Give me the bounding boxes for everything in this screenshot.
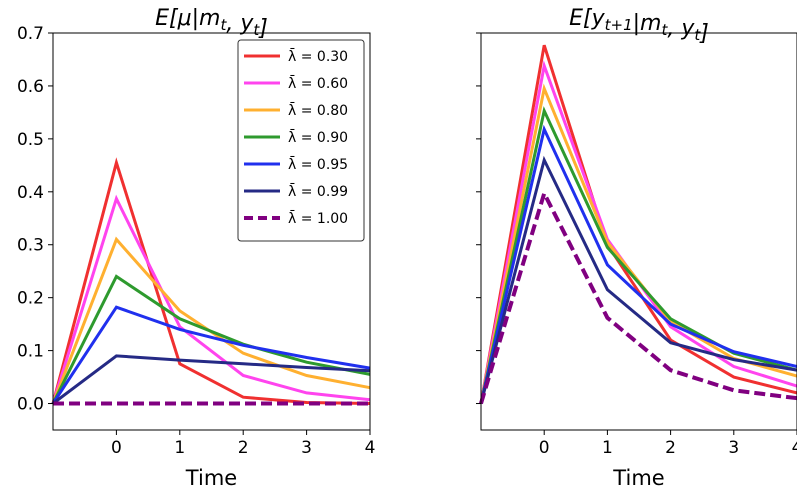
- legend-label: λ̄ = 1.00: [288, 209, 348, 227]
- x-tick-label: 4: [792, 438, 797, 458]
- legend-label: λ̄ = 0.60: [288, 74, 348, 92]
- y-tick-label: 0.7: [17, 24, 44, 44]
- axes-frame: [52, 32, 371, 431]
- y-tick-label: 0.3: [17, 236, 44, 256]
- x-tick-label: 0: [539, 438, 550, 458]
- chart-title: E[yt+1|mt, yt]: [569, 6, 709, 46]
- series-line-2: [479, 60, 797, 404]
- y-tick-label: 0.2: [17, 289, 44, 309]
- series-line-4: [479, 106, 797, 404]
- x-tick-label: 1: [174, 438, 185, 458]
- legend-label: λ̄ = 0.95: [288, 155, 348, 173]
- series-line-1: [479, 44, 797, 404]
- chart-title: E[μ|mt, yt]: [155, 6, 268, 41]
- legend-label: λ̄ = 0.99: [288, 182, 348, 200]
- x-axis-label: Time: [185, 466, 237, 490]
- series-line-2: [51, 194, 371, 404]
- x-tick-label: 1: [602, 438, 613, 458]
- y-tick-label: 0.1: [17, 342, 44, 362]
- x-axis-label: Time: [612, 466, 664, 490]
- x-tick-label: 3: [728, 438, 739, 458]
- series-line-5: [479, 124, 797, 404]
- x-tick-label: 3: [301, 438, 312, 458]
- legend-label: λ̄ = 0.80: [288, 101, 348, 119]
- series-line-6: [479, 155, 797, 404]
- series-line-4: [51, 274, 371, 405]
- series-line-6: [52, 354, 371, 405]
- y-tick-label: 0.0: [17, 395, 44, 415]
- y-tick-label: 0.5: [17, 130, 44, 150]
- chart-panel-1: 0 1 2 3 4 0.0 0.1 0.2 0.3 0.4 0.5 0.6 0.7 Time E[μ|mt,…: [17, 6, 375, 490]
- chart-panel-2: 0 1 2 3 4 Time E[yt+1|mt, yt]: [476, 6, 797, 490]
- x-tick-label: 2: [238, 438, 249, 458]
- series-line-5: [51, 305, 371, 405]
- x-tick-label: 0: [111, 438, 122, 458]
- legend-label: λ̄ = 0.90: [288, 128, 348, 146]
- y-tick-label: 0.4: [17, 183, 44, 203]
- x-tick-label: 2: [665, 438, 676, 458]
- legend: λ̄ = 0.30 λ̄ = 0.60 λ̄ = 0.80 λ̄ = 0.90 λ̄ =…: [237, 39, 365, 242]
- x-tick-label: 4: [365, 438, 376, 458]
- legend-label: λ̄ = 0.30: [288, 47, 348, 65]
- series-line-7: [479, 188, 797, 405]
- y-tick-label: 0.6: [17, 77, 44, 97]
- axes-frame: [480, 32, 797, 431]
